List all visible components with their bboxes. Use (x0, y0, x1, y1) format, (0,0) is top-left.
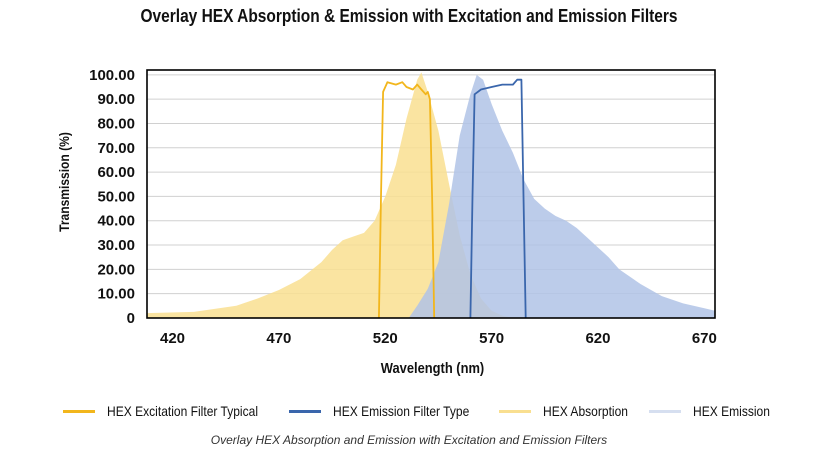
legend-swatch (499, 409, 531, 413)
legend-label: HEX Emission Filter Type (333, 403, 470, 419)
legend-item-emission: HEX Emission (649, 400, 782, 422)
x-tick-label: 670 (692, 330, 717, 347)
legend-item-absorption: HEX Absorption (499, 400, 642, 422)
plot-frame (146, 69, 716, 319)
chart-legend: HEX Excitation Filter Typical HEX Emissi… (0, 400, 818, 422)
y-axis-label: Transmission (%) (56, 132, 72, 232)
y-tick-label: 70.00 (97, 140, 135, 157)
x-axis-label: Wavelength (nm) (380, 360, 485, 377)
y-tick-label: 30.00 (97, 237, 135, 254)
chart-title: Overlay HEX Absorption & Emission with E… (140, 6, 678, 26)
y-tick-label: 40.00 (97, 213, 135, 230)
y-tick-label: 20.00 (97, 261, 135, 278)
series-line-hex-excitation-filter-typical (378, 81, 436, 319)
legend-label: HEX Excitation Filter Typical (107, 403, 259, 419)
x-tick-label: 620 (585, 330, 610, 347)
x-tick-label: 520 (373, 330, 398, 347)
legend-swatch (289, 409, 321, 413)
series-area-hex-emission (408, 74, 715, 319)
y-tick-label: 80.00 (97, 115, 135, 132)
legend-swatch (63, 409, 95, 413)
x-tick-label: 470 (266, 330, 291, 347)
x-tick-label: 570 (479, 330, 504, 347)
y-tick-label: 100.00 (89, 67, 135, 84)
figure-caption: Overlay HEX Absorption and Emission with… (210, 433, 608, 447)
legend-item-excitation-filter: HEX Excitation Filter Typical (63, 400, 283, 422)
legend-item-emission-filter: HEX Emission Filter Type (289, 400, 491, 422)
series-line-hex-emission-filter-type (469, 78, 527, 319)
legend-label: HEX Emission (693, 403, 770, 419)
chart-plot: 0 10.00 20.00 30.00 40.00 50.00 60.00 70.00 80.0… (89, 67, 717, 347)
y-tick-label: 90.00 (97, 91, 135, 108)
y-tick-label: 0 (127, 310, 135, 327)
y-tick-label: 50.00 (97, 188, 135, 205)
y-tick-label: 60.00 (97, 164, 135, 181)
series-area-hex-absorption (147, 72, 513, 319)
legend-label: HEX Absorption (543, 403, 629, 419)
x-tick-label: 420 (160, 330, 185, 347)
legend-swatch (649, 409, 681, 413)
y-tick-label: 10.00 (97, 286, 135, 303)
